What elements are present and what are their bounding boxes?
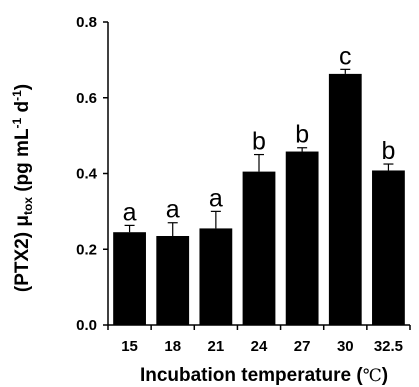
- x-axis: 15 18 21 24 27 30 32.5: [107, 324, 411, 355]
- y-tick-label: 0.8: [76, 14, 97, 31]
- significance-letter: c: [339, 42, 352, 70]
- y-tick-label: 0.4: [76, 166, 98, 183]
- x-tick-label: 32.5: [374, 338, 403, 355]
- bar: [199, 228, 233, 325]
- significance-letter: a: [123, 198, 137, 226]
- x-tick-label: 24: [251, 338, 268, 355]
- y-tick-label: 0.2: [76, 241, 97, 258]
- x-tick-label: 27: [294, 338, 311, 355]
- x-tick-label: 30: [337, 338, 354, 355]
- y-axis: 0.0 0.2 0.4 0.6 0.8: [76, 14, 109, 334]
- bar: [113, 232, 146, 325]
- significance-letter: a: [166, 196, 180, 224]
- x-tick-label: 15: [121, 338, 138, 355]
- bar: [328, 73, 362, 325]
- x-tick-label: 18: [164, 338, 181, 355]
- significance-letter: b: [381, 137, 395, 165]
- bar: [156, 235, 190, 325]
- y-tick-label: 0.6: [76, 90, 97, 107]
- x-axis-title: Incubation temperature (℃): [140, 365, 388, 386]
- y-axis-title: (PTX2) μtox (pg mL-1 d-1): [10, 84, 35, 292]
- y-tick-label: 0.0: [76, 317, 97, 334]
- significance-letter: a: [209, 184, 223, 212]
- bar: [285, 151, 319, 325]
- bars-group: a a a b b c b: [113, 42, 405, 325]
- bar: [242, 171, 276, 325]
- significance-letter: b: [252, 128, 266, 156]
- x-tick-label: 21: [208, 338, 225, 355]
- bar: [372, 170, 405, 325]
- significance-letter: b: [295, 121, 309, 149]
